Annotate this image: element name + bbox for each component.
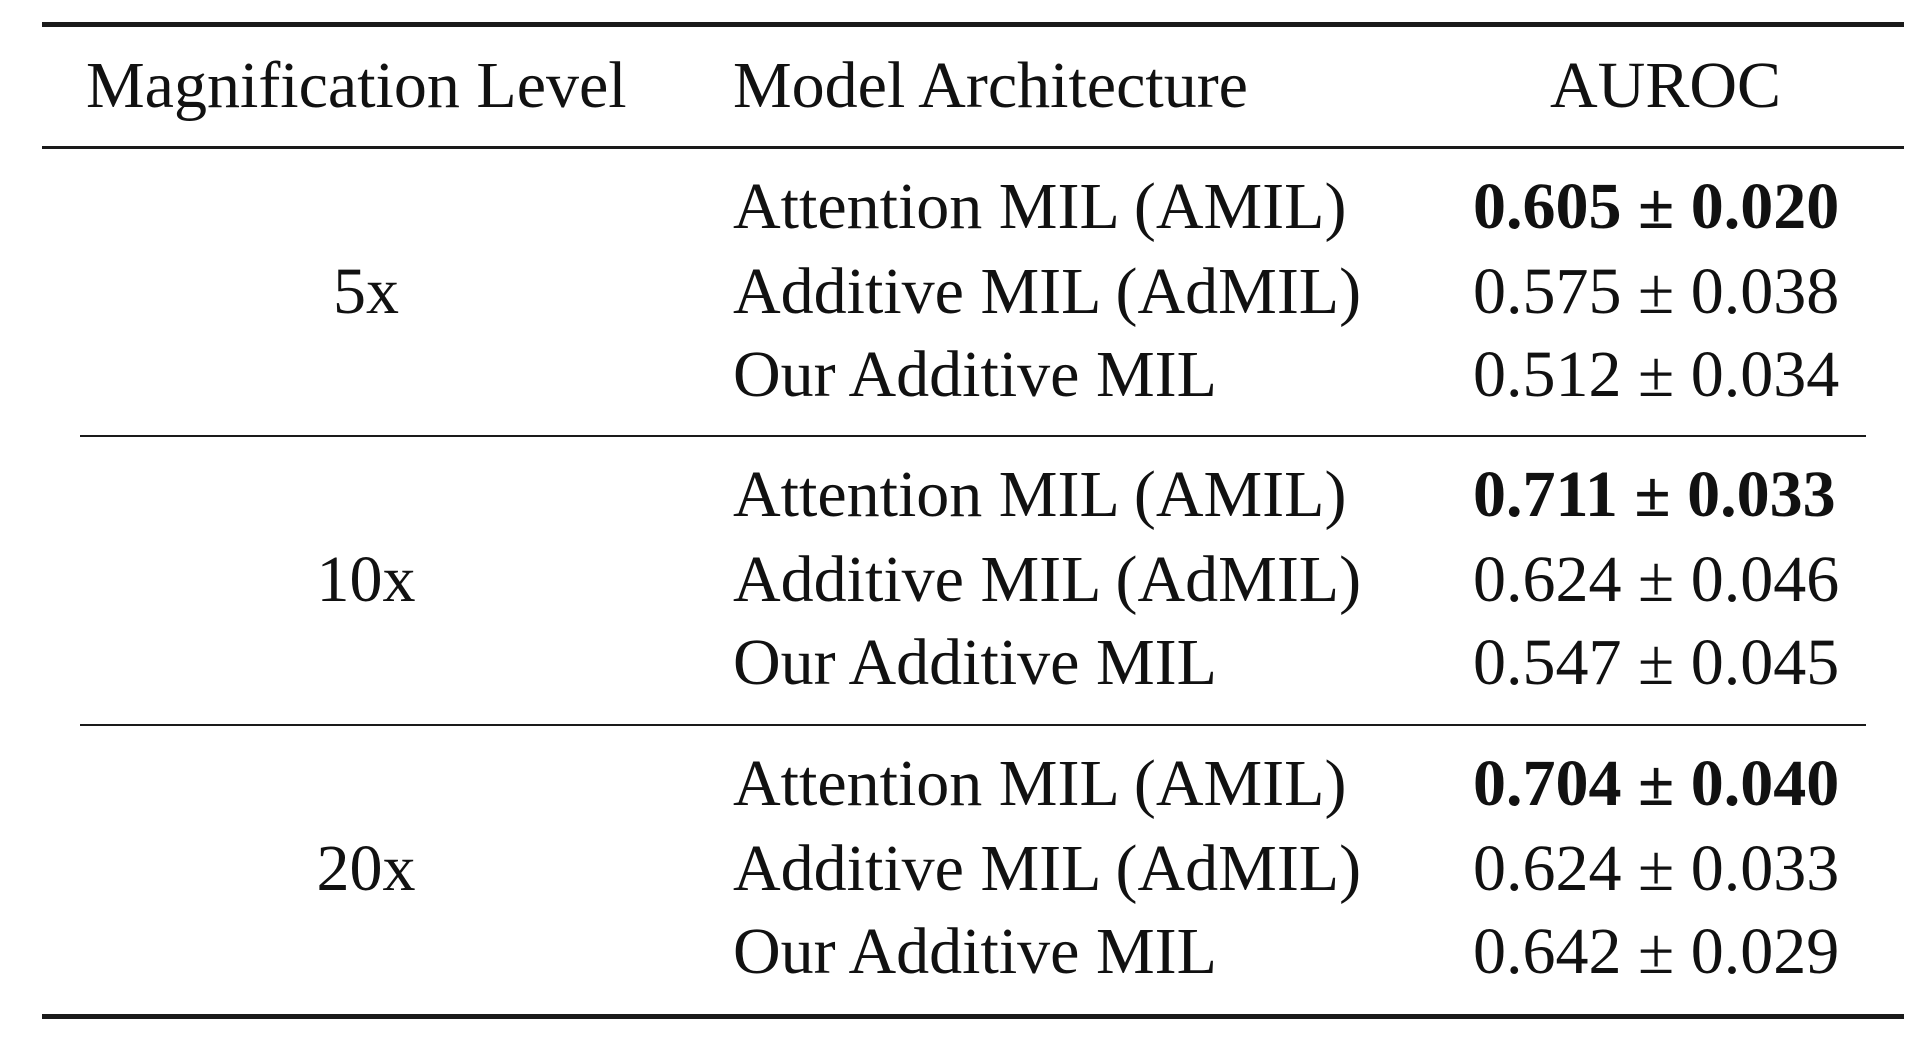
model-cell: Attention MIL (AMIL) [733,458,1347,531]
group-rule [80,724,1866,726]
top-rule [42,22,1904,27]
auroc-cell: 0.711 ± 0.033 [1473,458,1836,531]
auroc-cell: 0.605 ± 0.020 [1473,170,1840,243]
auroc-cell: 0.575 ± 0.038 [1473,255,1840,328]
magnification-cell: 10x [316,543,416,616]
model-cell: Our Additive MIL [733,338,1217,411]
auroc-cell: 0.624 ± 0.033 [1473,832,1840,905]
auroc-cell: 0.642 ± 0.029 [1473,915,1840,988]
header-rule [42,146,1904,149]
header-magnification: Magnification Level [86,49,627,122]
header-model: Model Architecture [733,49,1248,122]
group-rule [80,435,1866,437]
model-cell: Attention MIL (AMIL) [733,170,1347,243]
auroc-cell: 0.624 ± 0.046 [1473,543,1840,616]
auroc-cell: 0.704 ± 0.040 [1473,747,1840,820]
magnification-cell: 20x [316,832,416,905]
header-auroc: AUROC [1550,49,1782,122]
model-cell: Attention MIL (AMIL) [733,747,1347,820]
model-cell: Additive MIL (AdMIL) [733,255,1362,328]
bottom-rule [42,1014,1904,1019]
model-cell: Our Additive MIL [733,915,1217,988]
auroc-cell: 0.547 ± 0.045 [1473,626,1840,699]
auroc-cell: 0.512 ± 0.034 [1473,338,1840,411]
model-cell: Additive MIL (AdMIL) [733,543,1362,616]
model-cell: Our Additive MIL [733,626,1217,699]
model-cell: Additive MIL (AdMIL) [733,832,1362,905]
magnification-cell: 5x [333,255,399,328]
